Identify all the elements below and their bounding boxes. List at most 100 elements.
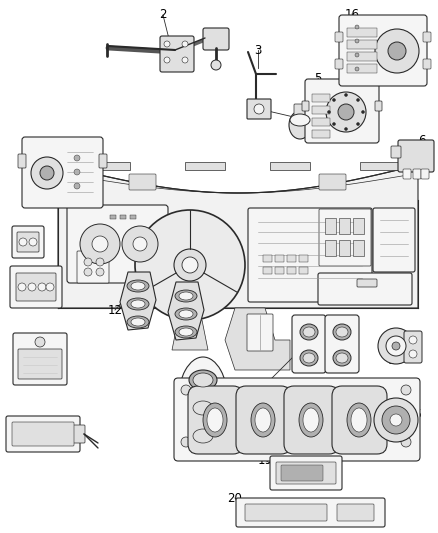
Circle shape — [345, 93, 347, 96]
Text: 13: 13 — [258, 378, 272, 392]
Circle shape — [74, 155, 80, 161]
Bar — [353, 218, 364, 234]
FancyBboxPatch shape — [335, 32, 343, 42]
Circle shape — [181, 385, 191, 395]
FancyBboxPatch shape — [99, 154, 107, 168]
Ellipse shape — [179, 292, 193, 300]
Circle shape — [74, 183, 80, 189]
Circle shape — [122, 226, 158, 262]
Text: 7: 7 — [31, 292, 39, 304]
Bar — [287, 267, 296, 274]
FancyBboxPatch shape — [391, 146, 401, 158]
Circle shape — [355, 53, 359, 57]
Bar — [90, 162, 130, 170]
Text: 12: 12 — [107, 303, 123, 317]
Circle shape — [92, 236, 108, 252]
FancyBboxPatch shape — [245, 504, 327, 521]
Circle shape — [357, 123, 360, 125]
Circle shape — [388, 42, 406, 60]
Ellipse shape — [255, 408, 271, 432]
Circle shape — [355, 67, 359, 71]
Circle shape — [401, 385, 411, 395]
Circle shape — [409, 336, 417, 344]
FancyBboxPatch shape — [413, 169, 421, 179]
FancyBboxPatch shape — [423, 32, 431, 42]
Bar — [312, 130, 330, 138]
Polygon shape — [172, 320, 208, 350]
FancyBboxPatch shape — [421, 169, 429, 179]
Text: 15: 15 — [408, 408, 422, 422]
Circle shape — [338, 104, 354, 120]
Circle shape — [345, 127, 347, 131]
Ellipse shape — [131, 318, 145, 326]
Circle shape — [31, 157, 63, 189]
Circle shape — [38, 283, 46, 291]
Bar — [360, 162, 400, 170]
Bar — [263, 267, 272, 274]
Circle shape — [135, 210, 245, 320]
Ellipse shape — [336, 353, 348, 363]
Bar — [110, 215, 116, 219]
Ellipse shape — [178, 357, 228, 447]
Ellipse shape — [251, 403, 275, 437]
Circle shape — [355, 25, 359, 29]
Text: 3: 3 — [254, 44, 261, 56]
FancyBboxPatch shape — [337, 504, 374, 521]
Text: 11: 11 — [177, 441, 192, 455]
Ellipse shape — [300, 350, 318, 366]
Circle shape — [164, 57, 170, 63]
Bar — [287, 255, 296, 262]
Circle shape — [182, 41, 188, 47]
Bar — [325, 218, 336, 234]
FancyBboxPatch shape — [203, 28, 229, 50]
Circle shape — [96, 258, 104, 266]
Circle shape — [332, 123, 336, 125]
FancyBboxPatch shape — [10, 266, 62, 308]
Text: 5: 5 — [314, 71, 321, 85]
Ellipse shape — [127, 280, 149, 292]
Circle shape — [401, 437, 411, 447]
Bar — [312, 94, 330, 102]
Ellipse shape — [300, 324, 318, 340]
FancyBboxPatch shape — [248, 208, 372, 302]
Circle shape — [35, 337, 45, 347]
Circle shape — [357, 99, 360, 101]
FancyBboxPatch shape — [17, 232, 39, 252]
Text: 8: 8 — [25, 241, 32, 254]
FancyBboxPatch shape — [188, 386, 243, 454]
Ellipse shape — [203, 403, 227, 437]
Circle shape — [164, 41, 170, 47]
Ellipse shape — [175, 290, 197, 302]
FancyBboxPatch shape — [305, 79, 379, 143]
FancyBboxPatch shape — [6, 416, 80, 452]
Circle shape — [29, 238, 37, 246]
Bar — [347, 52, 377, 61]
Text: 19: 19 — [258, 454, 272, 466]
Bar — [270, 162, 310, 170]
Circle shape — [174, 249, 206, 281]
Bar — [312, 106, 330, 114]
Circle shape — [390, 414, 402, 426]
Circle shape — [181, 437, 191, 447]
FancyBboxPatch shape — [77, 251, 109, 283]
Text: 14: 14 — [388, 353, 403, 367]
Ellipse shape — [189, 426, 217, 446]
Bar — [299, 267, 308, 274]
Circle shape — [392, 342, 400, 350]
Bar — [339, 240, 350, 256]
Bar — [275, 267, 284, 274]
FancyBboxPatch shape — [18, 349, 62, 379]
Circle shape — [409, 350, 417, 358]
Text: 6: 6 — [418, 133, 426, 147]
FancyBboxPatch shape — [375, 101, 382, 111]
FancyBboxPatch shape — [160, 36, 194, 72]
Ellipse shape — [303, 327, 315, 337]
Ellipse shape — [303, 353, 315, 363]
Bar — [347, 40, 377, 49]
Circle shape — [74, 169, 80, 175]
Polygon shape — [120, 272, 156, 330]
FancyBboxPatch shape — [373, 208, 415, 272]
FancyBboxPatch shape — [294, 104, 308, 116]
Circle shape — [19, 238, 27, 246]
Circle shape — [355, 39, 359, 43]
